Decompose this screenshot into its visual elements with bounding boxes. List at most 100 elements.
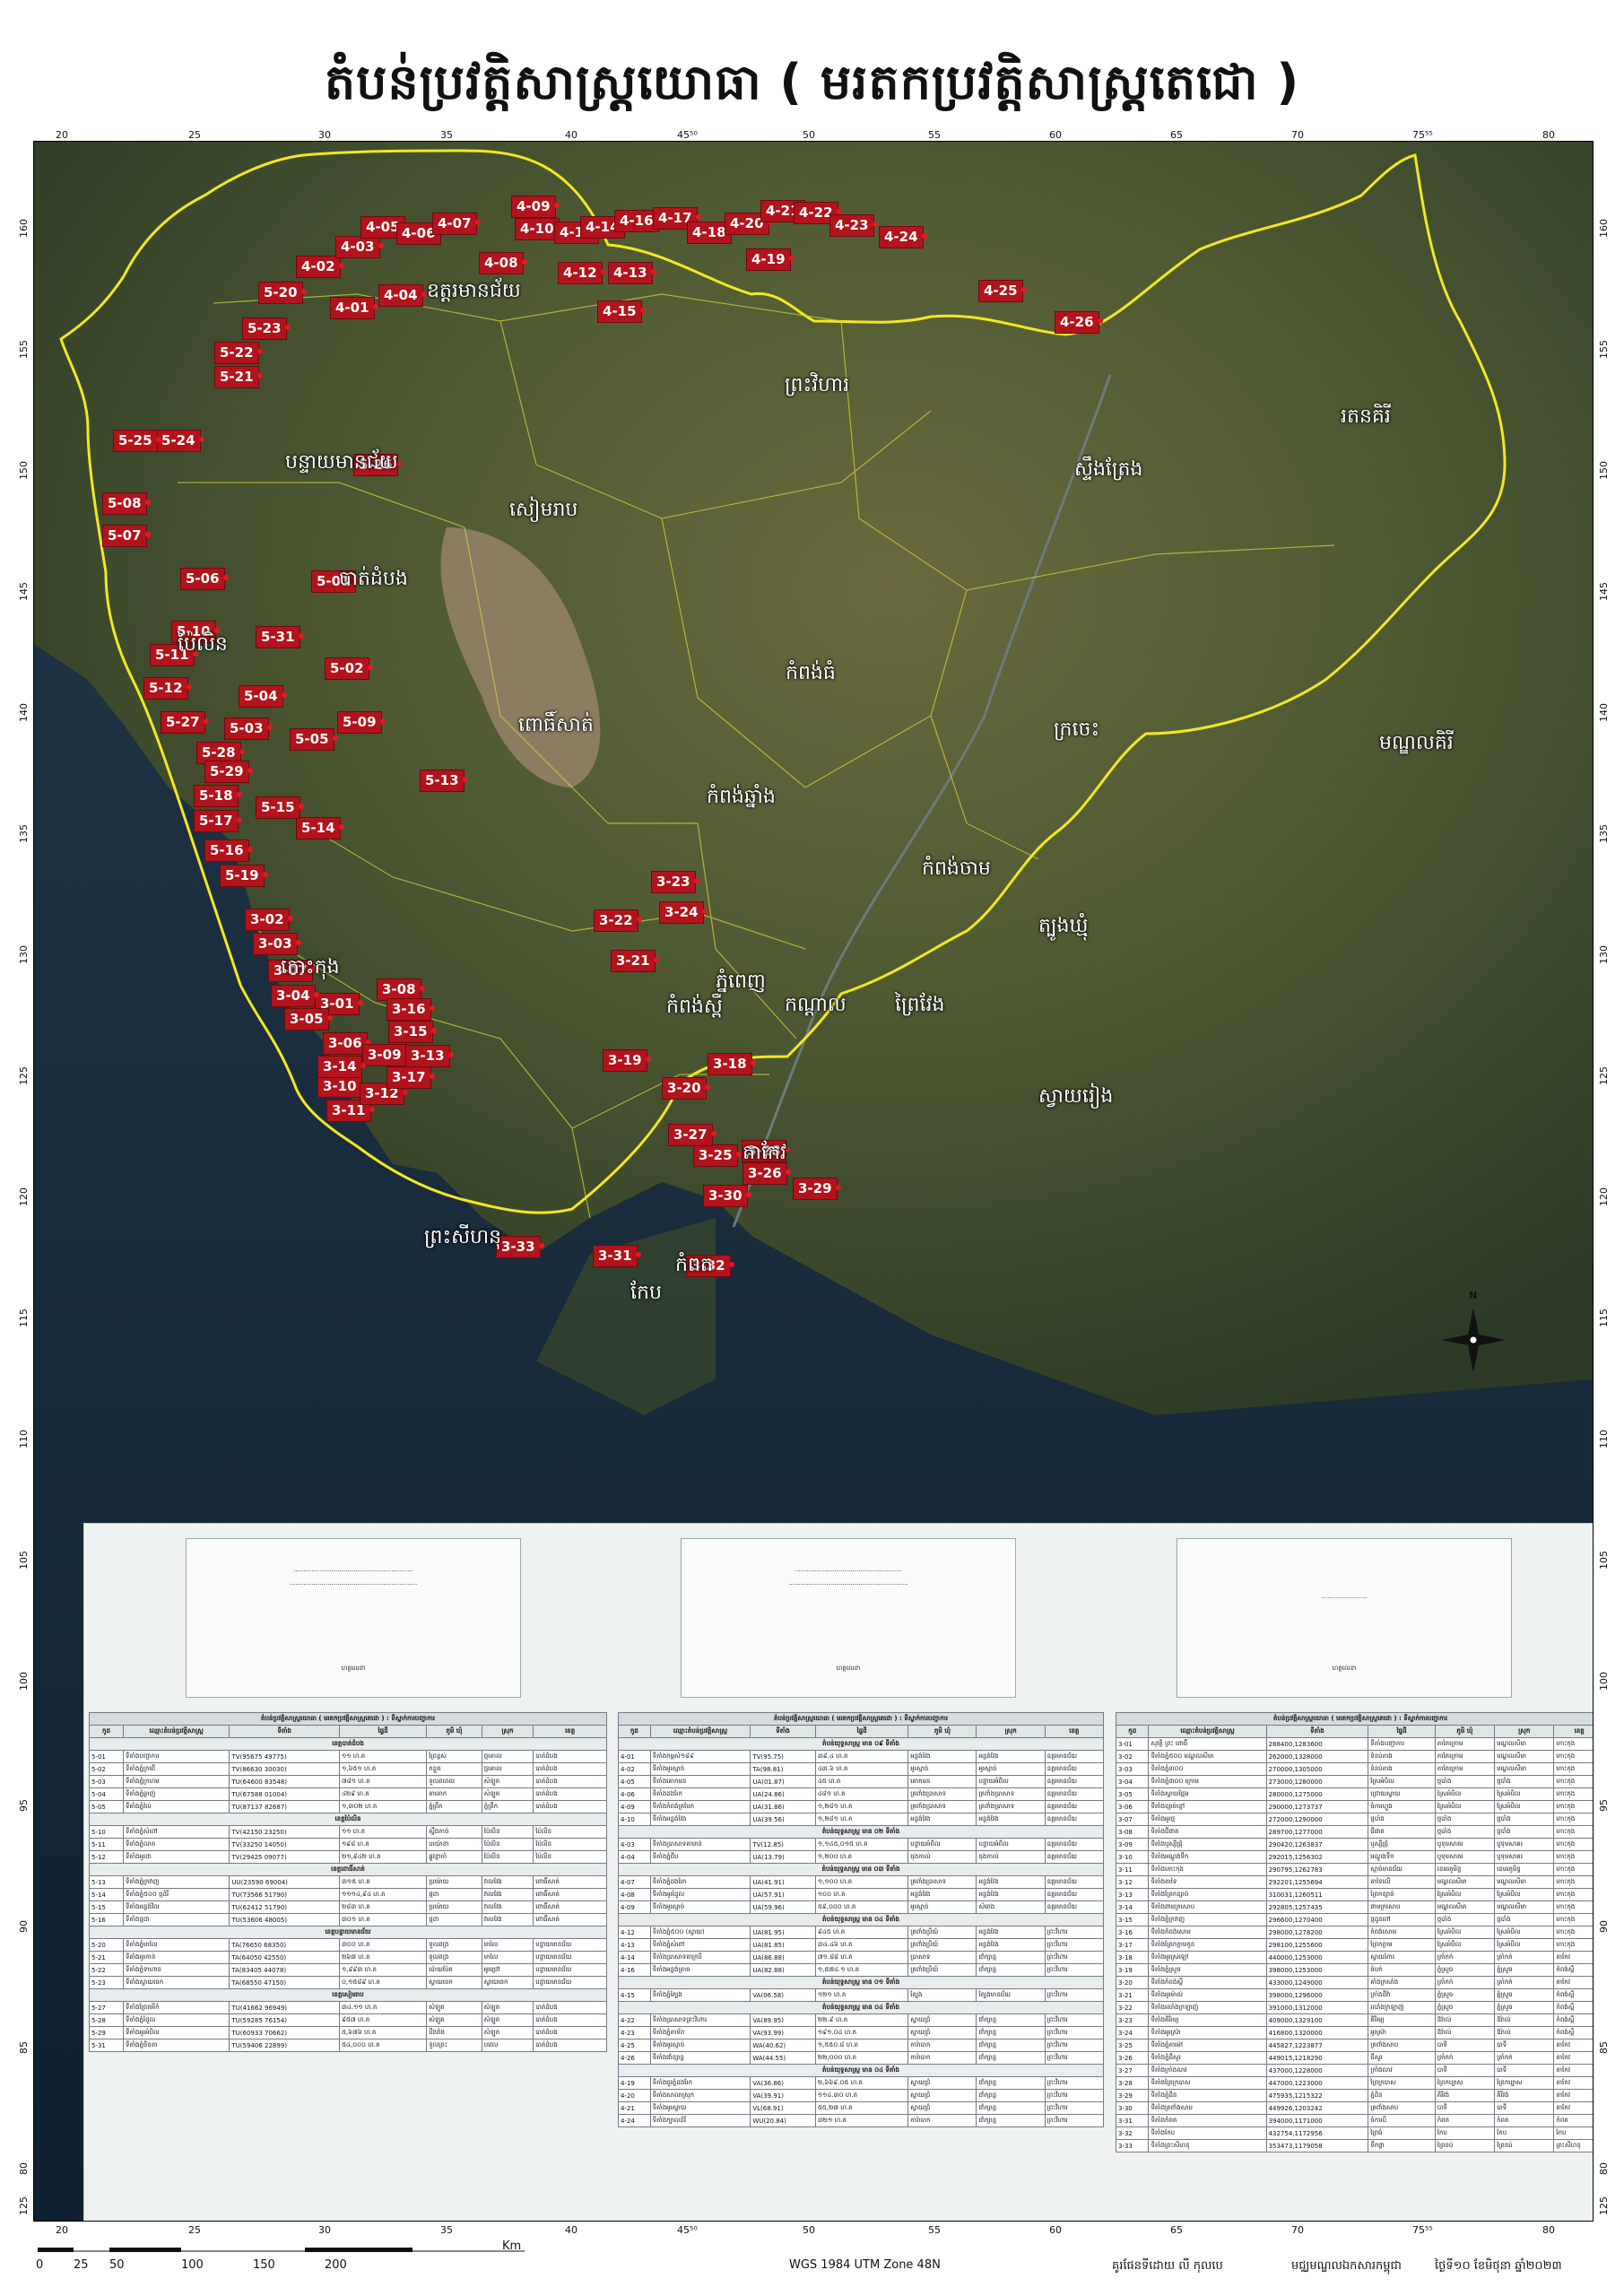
table-row[interactable]: 4-09 ទីតាំងកំពង់ត្របែក UA(31.86) ១,២៨១ ហ.តត… (618, 1800, 1105, 1813)
table-row[interactable]: 5-16 ទីតាំងថ្មដា TU(53606 48005) ៣០១ ហ.ត ថ្ម… (89, 1913, 607, 1926)
site-marker-3-23[interactable]: 3-23 (651, 871, 696, 893)
site-marker-5-01[interactable]: 5-01 (311, 570, 356, 593)
table-row[interactable]: 5-21 ទីតាំងអូរកាន់ TA(64050 42550) ២៦៧ ហ.តទ… (89, 1951, 607, 1964)
table-row[interactable]: 3-32 ទីតាំងកែប 432754,1172956 ព្រៃធំ កែប កែបក… (1115, 2126, 1593, 2140)
site-marker-3-07[interactable]: 3-07 (268, 960, 313, 982)
site-marker-4-19[interactable]: 4-19 (746, 248, 791, 271)
table-row[interactable]: 5-03 ទីតាំងភ្នំក្រហម TU(64600 83548) ៧៨១ ហ.… (89, 1775, 607, 1788)
table-row[interactable]: 4-10 ទីតាំងអន្លង់វែង UA(39.56) ១,២៨១ ហ.ត អន្… (618, 1813, 1105, 1826)
site-marker-5-27[interactable]: 5-27 (161, 711, 205, 734)
site-marker-5-11[interactable]: 5-11 (150, 644, 195, 666)
site-marker-5-14[interactable]: 5-14 (296, 817, 341, 839)
site-marker-5-12[interactable]: 5-12 (143, 677, 188, 700)
site-marker-5-18[interactable]: 5-18 (194, 785, 239, 807)
site-marker-5-19[interactable]: 5-19 (220, 865, 265, 887)
site-marker-3-16[interactable]: 3-16 (386, 998, 431, 1021)
table-row[interactable]: 3-02 ទីតាំងភ្នំ៥០០ មណ្ឌលសីមា 262000,132800… (1115, 1750, 1593, 1763)
table-row[interactable]: 5-29 ទីតាំងអូរអំបិល TU(60933 70662) ៥,៦៧៦ ហ… (89, 2026, 607, 2039)
table-row[interactable]: 5-05 ទីតាំងភ្នំវ៉ល់ TU(87137 82687) ១,៣០២ ហ… (89, 1800, 607, 1813)
table-row[interactable]: 5-20 ទីតាំងភ្នំមាលៃ TA(76650 68350) ៣០០ ហ.ត… (89, 1938, 607, 1952)
site-marker-5-25[interactable]: 5-25 (113, 430, 158, 452)
table-row[interactable]: 4-04 ទីតាំងភ្នំជីប UA(13.79) ១,២០០ ហ.ត ចុងកា… (618, 1850, 1105, 1864)
table-row[interactable]: 3-17 ទីតាំងព្រែកក្ដាមកូន 298100,1255600 ព្រ… (1115, 1938, 1593, 1952)
site-marker-4-03[interactable]: 4-03 (335, 236, 380, 258)
table-row[interactable]: 4-13 ទីតាំងភ្នំសំពៅ UA(81.85) ៣៤.៤៦ ហ.ត ត្រព… (618, 1938, 1105, 1952)
site-marker-3-15[interactable]: 3-15 (388, 1021, 433, 1043)
table-row[interactable]: 3-06 ទីតាំងខ្សាច់ខ្មៅ 290000,1273737 ចំការហ… (1115, 1800, 1593, 1813)
site-marker-4-09[interactable]: 4-09 (511, 196, 556, 218)
table-row[interactable]: 3-22 ទីតាំងរលាំងក្រឡាញ់ 391000,1312000 រលាំ… (1115, 2001, 1593, 2014)
table-row[interactable]: 3-33 ទីតាំងព្រះសីហនុ 353473,1179058 ទឹកថ្លា… (1115, 2139, 1593, 2152)
site-marker-3-22[interactable]: 3-22 (594, 909, 638, 932)
table-row[interactable]: 3-10 ទីតាំងអណ្ដូងទឹក 292015,1256302 អណ្ដូងទ… (1115, 1850, 1593, 1864)
table-row[interactable]: 3-14 ទីតាំងពាមក្រសោប 292805,1257435 ពាមក្រស… (1115, 1900, 1593, 1914)
site-marker-4-24[interactable]: 4-24 (879, 226, 924, 248)
table-row[interactable]: 3-26 ទីតាំងភ្នំជីសូរ 449015,1218290 ជីសូរ ត្… (1115, 2051, 1593, 2065)
table-row[interactable]: 5-11 ទីតាំងភ្នំលាត TV(33250 14050) ១៩៨ ហ.តប… (89, 1838, 607, 1851)
table-row[interactable]: 4-12 ទីតាំងភ្នំ៥០០ (ស្វាយ) UA(81.95) ៩៤៥ ហ.… (618, 1926, 1105, 1939)
table-row[interactable]: 3-15 ទីតាំងភ្នំក្រវាញ 296600,1270400 ថ្មដូន… (1115, 1913, 1593, 1926)
table-row[interactable]: 4-20 ទីតាំងសាលាស្រុក VA(39.91) ១១៤.៣០ ហ.ត ស្… (618, 2089, 1105, 2102)
table-row[interactable]: 4-19 ទីតាំងជួរភ្នំដងរែក VA(36.86) ២,៦៦៩.០៥ … (618, 2076, 1105, 2090)
site-marker-4-02[interactable]: 4-02 (296, 256, 341, 278)
site-marker-3-24[interactable]: 3-24 (659, 901, 704, 924)
site-marker-5-10[interactable]: 5-10 (171, 621, 216, 643)
site-marker-3-30[interactable]: 3-30 (703, 1185, 748, 1207)
site-marker-4-17[interactable]: 4-17 (653, 207, 698, 230)
site-marker-5-23[interactable]: 5-23 (242, 317, 287, 340)
table-row[interactable]: 5-12 ទីតាំងអូរដា TV(29425 09077) ២១,៩៤២ ហ.ត… (89, 1850, 607, 1864)
table-row[interactable]: 3-09 ទីតាំងឫស្សីជ្រុំ 290420,1263837 ឫស្សីជ… (1115, 1838, 1593, 1851)
site-marker-4-08[interactable]: 4-08 (479, 252, 524, 274)
site-marker-3-28[interactable]: 3-28 (742, 1140, 786, 1162)
site-marker-5-16[interactable]: 5-16 (204, 839, 249, 862)
table-row[interactable]: 4-23 ទីតាំងភ្នំតាទ័ព VA(93.99) ១៩១.០៤ ហ.ត ស្… (618, 2026, 1105, 2039)
table-row[interactable]: 5-13 ទីតាំងភ្នំក្រវាញ UU(23590 69004) ៣១៥ ហ… (89, 1875, 607, 1889)
table-row[interactable]: 4-05 ទីតាំងគោកមន UA(01.87) ៤៥ ហ.ត គោកមន បន្ទា… (618, 1775, 1105, 1788)
table-row[interactable]: 3-07 ទីតាំងអូរថ្ម 272000,1290000 ថ្មបាំង ថ្ម… (1115, 1813, 1593, 1826)
site-marker-3-18[interactable]: 3-18 (708, 1053, 752, 1075)
site-marker-4-07[interactable]: 4-07 (432, 213, 477, 235)
site-marker-5-05[interactable]: 5-05 (290, 728, 334, 751)
table-row[interactable]: 4-07 ទីតាំងភ្នំដងរែក UA(41.91) ១,១០០ ហ.ត ត្រ… (618, 1875, 1105, 1889)
site-marker-3-10[interactable]: 3-10 (317, 1075, 362, 1098)
site-marker-4-10[interactable]: 4-10 (515, 218, 560, 240)
table-row[interactable]: 3-31 ទីតាំងកំពត 394000,1171000 ចំការបី កំពតក… (1115, 2114, 1593, 2127)
site-marker-5-21[interactable]: 5-21 (214, 366, 259, 388)
table-row[interactable]: 3-08 ទីតាំងជីផាត 289700,1277000 ជីផាត ថ្មបាំ… (1115, 1825, 1593, 1839)
site-marker-3-01[interactable]: 3-01 (315, 993, 360, 1015)
table-row[interactable]: 4-24 ទីតាំងក្បាលដំរី WU(20.84) ៣២១ ហ.ត ការ៉ា… (618, 2114, 1105, 2127)
table-row[interactable]: 5-23 ទីតាំងស្វាយចេក TA(68550 47150) ០,១៥៨៩ … (89, 1976, 607, 1989)
site-marker-3-17[interactable]: 3-17 (386, 1066, 431, 1089)
site-marker-4-16[interactable]: 4-16 (614, 210, 659, 232)
table-row[interactable]: 3-30 ទីតាំងត្រពាំងសាប 449926,1203242 ត្រពាំ… (1115, 2101, 1593, 2115)
site-marker-5-02[interactable]: 5-02 (325, 657, 369, 680)
table-row[interactable]: 3-27 ទីតាំងក្រាំងលាវ 437000,1228000 ក្រាំងល… (1115, 2064, 1593, 2077)
table-row[interactable]: 5-15 ទីតាំងអន្លង់វិល TU(62412 51790) ២៨៣ ហ.… (89, 1900, 607, 1914)
table-row[interactable]: 4-06 ទីតាំងដងរែក UA(24.86) ៤៨១ ហ.ត ត្រពាំងប្… (618, 1787, 1105, 1801)
site-marker-5-03[interactable]: 5-03 (224, 718, 269, 740)
table-row[interactable]: 4-15 ទីតាំងភ្នំត្បែង VA(06.58) ១២១ ហ.ត ត្បែង… (618, 1988, 1105, 2002)
site-marker-3-21[interactable]: 3-21 (611, 950, 656, 972)
table-row[interactable]: 5-14 ទីតាំងភ្នំ៥០០ ថ្មដំរី TU(73566 51790)… (89, 1888, 607, 1901)
site-marker-3-02[interactable]: 3-02 (245, 909, 290, 931)
site-marker-3-19[interactable]: 3-19 (603, 1049, 647, 1072)
site-marker-3-29[interactable]: 3-29 (793, 1178, 838, 1200)
table-row[interactable]: 3-28 ទីតាំងព្រៃក្របាស 447000,1223000 ព្រៃក្… (1115, 2076, 1593, 2090)
site-marker-5-08[interactable]: 5-08 (102, 492, 147, 515)
table-row[interactable]: 5-10 ទីតាំងភ្នំសំពៅ TV(42150 23250) ១១ ហ.តស… (89, 1825, 607, 1839)
table-row[interactable]: 3-04 ទីតាំងភ្នំ៣០០ ក្រោម 273000,1280000 ស្រ… (1115, 1775, 1593, 1788)
site-marker-3-08[interactable]: 3-08 (377, 978, 421, 1001)
table-row[interactable]: 3-25 ទីតាំងភ្នំតាម៉ៅ 445827,1223877 ត្រពាំង… (1115, 2039, 1593, 2052)
table-row[interactable]: 3-24 ទីតាំងអូរស្រ៊ា 416800,1320000 អូរស្រ៊ា… (1115, 2026, 1593, 2039)
site-marker-3-33[interactable]: 3-33 (496, 1236, 541, 1258)
table-row[interactable]: 3-05 ទីតាំងស្វាយផ្អែម 280000,1275000 ជ្រោយស… (1115, 1787, 1593, 1801)
site-marker-3-14[interactable]: 3-14 (317, 1056, 362, 1078)
table-row[interactable]: 3-20 ទីតាំងកំពង់ស្ពឺ 433000,1249000 តាំងក្រ… (1115, 1976, 1593, 1989)
site-marker-4-15[interactable]: 4-15 (597, 300, 642, 323)
site-marker-5-06[interactable]: 5-06 (180, 568, 225, 590)
site-marker-5-26[interactable]: 5-26 (353, 454, 398, 476)
table-row[interactable]: 3-01 សុវត្ថិ ព្រះ ពោធិ៍ 288400,1283600 ទីតា… (1115, 1737, 1593, 1751)
site-marker-3-05[interactable]: 3-05 (284, 1008, 329, 1031)
site-marker-4-25[interactable]: 4-25 (978, 280, 1023, 302)
table-row[interactable]: 4-16 ទីតាំងអន្លង់ត្រាច UA(82.88) ១,៥៧៤.១ ហ.… (618, 1963, 1105, 1977)
